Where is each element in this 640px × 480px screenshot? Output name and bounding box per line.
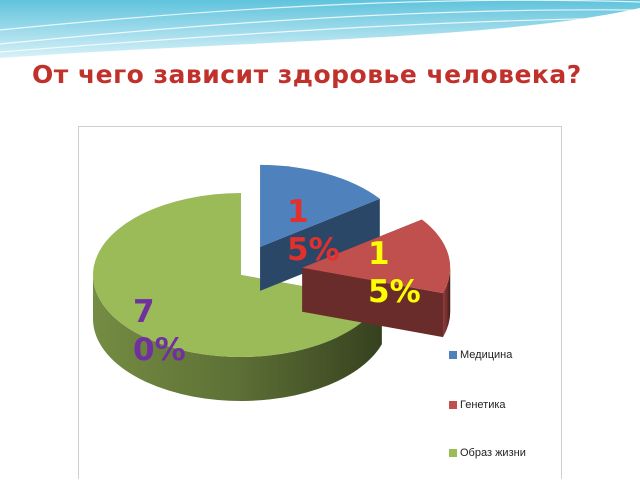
legend-label: Медицина (460, 349, 513, 361)
decorative-banner (0, 0, 640, 58)
pie-chart (93, 164, 451, 401)
legend-label: Генетика (460, 399, 506, 411)
slide-title: От чего зависит здоровье человека? (32, 60, 582, 89)
legend-item: Медицина (449, 349, 512, 361)
data-label-1: 15% (368, 236, 421, 310)
data-label-2: 70% (133, 294, 186, 368)
legend-swatch-lifestyle (449, 449, 457, 457)
data-label-0: 15% (287, 194, 340, 268)
pie-slice-0 (260, 164, 380, 291)
legend-item: Генетика (449, 399, 506, 411)
chart-area: 15% 15% 70% Медицина Генетика Образ жизни (78, 126, 562, 479)
pie-slice-1 (302, 219, 451, 338)
legend-swatch-genetics (449, 401, 457, 409)
legend-swatch-medicine (449, 351, 457, 359)
legend-item: Образ жизни (449, 447, 526, 459)
legend-label: Образ жизни (460, 447, 526, 459)
